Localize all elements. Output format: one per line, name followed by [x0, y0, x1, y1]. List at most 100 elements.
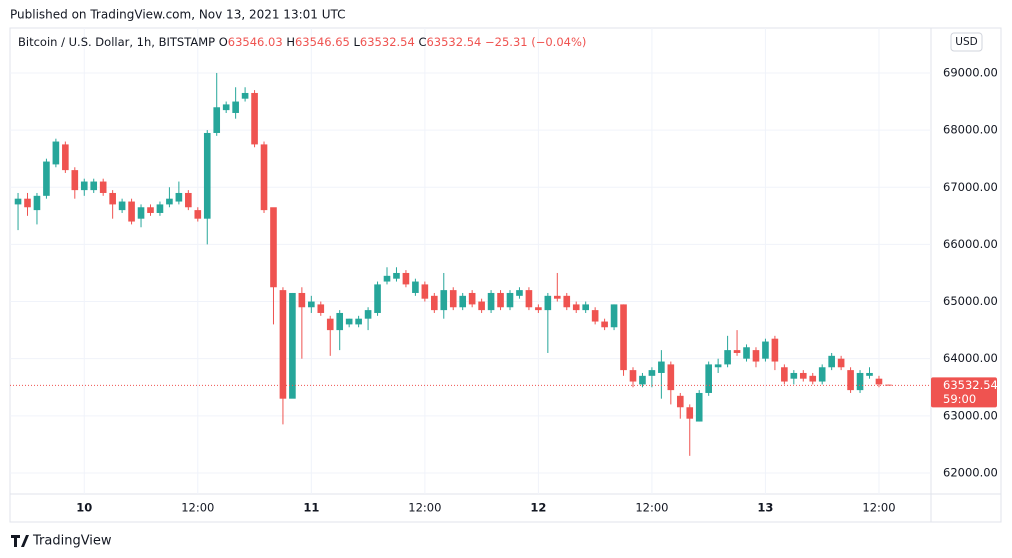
candle-body — [109, 192, 116, 205]
candle-body — [790, 372, 798, 379]
candle-body — [402, 272, 410, 285]
legend-close: 63532.54 — [426, 35, 481, 49]
candle-body — [185, 192, 192, 208]
candle-body — [771, 338, 779, 362]
candle-body — [478, 301, 485, 311]
candle-body — [71, 170, 79, 191]
last-price-box — [931, 377, 997, 408]
candle-body — [809, 375, 817, 382]
candle-body — [24, 198, 31, 208]
candle-body — [374, 284, 381, 313]
x-tick-label: 13 — [757, 501, 773, 515]
candle-body — [241, 92, 249, 99]
candle-body — [80, 181, 88, 191]
candle-body — [582, 304, 589, 311]
legend-key: C — [418, 35, 426, 49]
candle-body — [364, 310, 372, 319]
candle-body — [676, 395, 684, 408]
candle-body — [43, 161, 50, 196]
x-tick-label: 12:00 — [181, 501, 214, 515]
candle-body — [194, 210, 202, 219]
candle-body — [431, 295, 438, 311]
y-tick-label: 69000.00 — [943, 65, 998, 79]
candle-body — [449, 290, 457, 308]
candle-body — [828, 355, 835, 368]
x-tick-label: 12:00 — [862, 501, 895, 515]
legend-key: O — [219, 35, 228, 49]
y-tick-label: 67000.00 — [943, 180, 998, 194]
candle-body — [147, 207, 154, 213]
candle-body — [752, 350, 760, 362]
candle-body — [601, 321, 608, 328]
candle-body — [383, 275, 391, 282]
logo — [11, 535, 29, 547]
currency-button[interactable] — [950, 32, 983, 52]
x-tick-label: 12:00 — [408, 501, 441, 515]
candle-body — [866, 372, 873, 376]
candle-body — [99, 181, 107, 193]
y-tick-label: 63000.00 — [943, 408, 998, 422]
x-tick-label: 11 — [303, 501, 319, 515]
candle-body — [648, 370, 656, 376]
header: Published on TradingView.com, Nov 13, 20… — [10, 8, 346, 22]
y-tick-label: 66000.00 — [943, 237, 998, 251]
y-tick-label: 62000.00 — [943, 465, 998, 479]
candle-body — [856, 372, 864, 391]
candle-body — [118, 201, 126, 211]
candle-body — [203, 132, 211, 219]
candle-body — [355, 318, 362, 325]
candle-body — [156, 204, 164, 213]
candle-body — [345, 318, 353, 325]
candle-body — [175, 192, 183, 202]
candle-body — [658, 361, 665, 373]
candle-body — [705, 364, 712, 393]
candle-body — [885, 384, 892, 386]
candle-body — [525, 290, 533, 308]
legend-high: 63546.65 — [295, 35, 350, 49]
currency[interactable]: USD — [955, 36, 977, 48]
candle-body — [90, 181, 98, 191]
candle-body — [62, 144, 69, 171]
candle-body — [298, 292, 306, 308]
legend-key: H — [286, 35, 295, 49]
countdown: 59:00 — [943, 392, 976, 406]
legend-symbol: Bitcoin / U.S. Dollar, 1h, BITSTAMP — [18, 35, 215, 49]
candle-body — [289, 292, 296, 399]
candle-body — [222, 104, 230, 111]
candle-body — [393, 272, 400, 279]
candle-body — [279, 290, 287, 399]
candle-body — [620, 304, 627, 371]
candle-body — [837, 358, 845, 368]
candle-body — [799, 372, 807, 379]
candle-body — [875, 378, 883, 385]
legend-change: −25.31 (−0.04%) — [485, 35, 586, 49]
candle-body — [724, 350, 731, 365]
candle-body — [440, 290, 448, 311]
candle-body — [572, 304, 580, 311]
candle-body — [166, 198, 173, 205]
candle-body — [695, 392, 703, 422]
candle-body — [553, 295, 561, 299]
candle-body — [336, 312, 344, 331]
candle-body — [818, 367, 826, 382]
candle-body — [762, 341, 769, 359]
candle-body — [497, 292, 504, 308]
candle-body — [260, 144, 268, 211]
candle-body — [591, 310, 599, 322]
candle-body — [232, 101, 239, 113]
legend: Bitcoin / U.S. Dollar, 1h, BITSTAMP O 635… — [18, 35, 586, 49]
candle-body — [308, 301, 315, 308]
watermark: TradingView — [32, 534, 112, 549]
candle-body — [468, 292, 476, 305]
candle-body — [743, 347, 750, 359]
candle-body — [535, 307, 542, 311]
candle-body — [686, 407, 694, 419]
frame — [9, 27, 1002, 523]
candle-body — [714, 364, 722, 368]
candle-body — [251, 92, 258, 145]
candle-body — [52, 141, 60, 165]
candle-body — [421, 284, 429, 299]
candle-body — [610, 304, 618, 328]
candle-body — [317, 304, 325, 313]
